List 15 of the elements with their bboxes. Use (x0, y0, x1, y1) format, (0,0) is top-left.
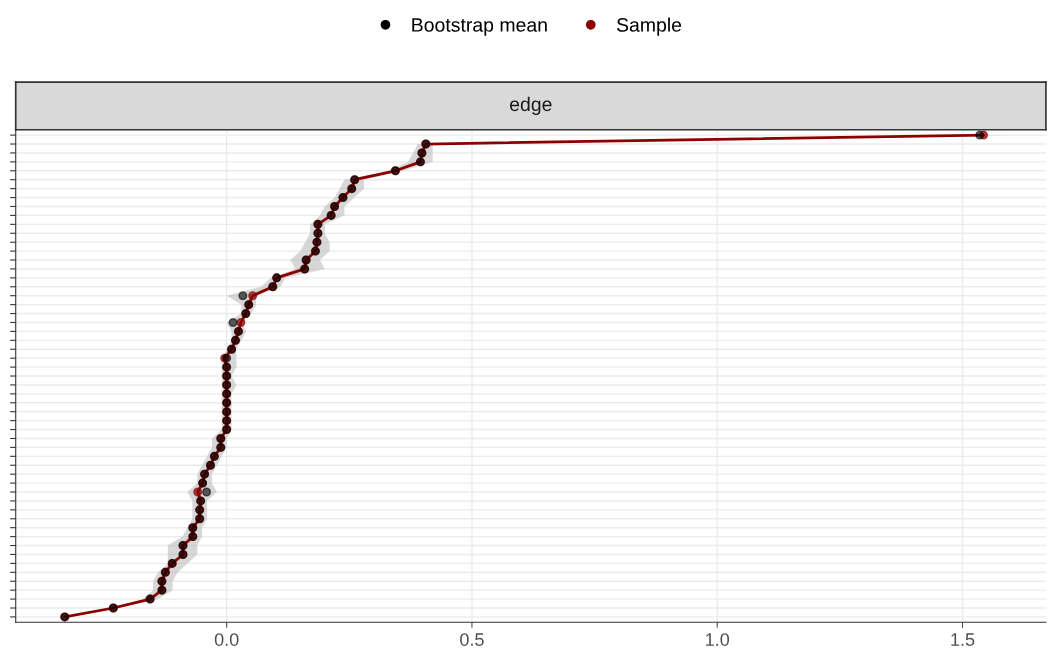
point (238, 291, 248, 301)
x-tick-label: 1.5 (951, 633, 975, 646)
point (193, 487, 203, 497)
point (975, 130, 985, 140)
point (228, 317, 238, 327)
point (979, 130, 989, 140)
point (202, 487, 212, 497)
point (248, 291, 258, 301)
x-tick-label: 0.0 (214, 633, 239, 646)
x-tick-label: 1.0 (706, 633, 730, 646)
point (236, 317, 246, 327)
x-tick-label: 0.5 (460, 633, 484, 646)
legend-label: Sample (616, 17, 682, 36)
legend-label: Bootstrap mean (412, 18, 547, 36)
chart-title: edge (510, 96, 552, 115)
